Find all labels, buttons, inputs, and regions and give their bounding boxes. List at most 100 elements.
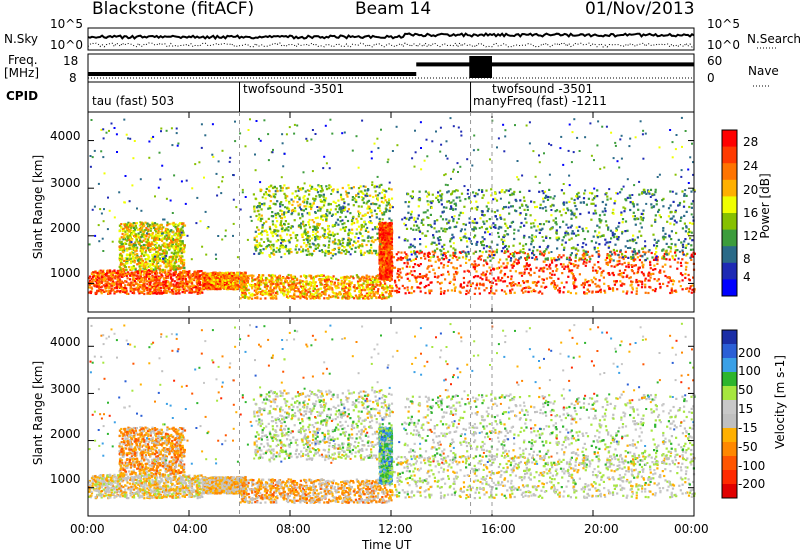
power-cell bbox=[138, 239, 142, 242]
velocity-cell bbox=[122, 447, 125, 450]
velocity-cell bbox=[225, 487, 228, 490]
power-cell bbox=[107, 274, 110, 277]
velocity-cell bbox=[118, 462, 121, 465]
velocity-cell bbox=[133, 450, 136, 453]
power-cell bbox=[136, 263, 139, 266]
velocity-cell bbox=[157, 431, 160, 434]
velocity-cell bbox=[154, 470, 157, 474]
velocity-cell bbox=[113, 487, 116, 490]
velocity-cell bbox=[140, 474, 143, 477]
velocity-cell bbox=[120, 480, 123, 483]
power-cell bbox=[132, 226, 136, 229]
velocity-cell bbox=[163, 466, 166, 469]
velocity-cell bbox=[101, 479, 104, 482]
velocity-cell bbox=[133, 436, 136, 439]
power-cell bbox=[157, 247, 160, 250]
power-cell bbox=[127, 221, 130, 224]
velocity-cell bbox=[140, 431, 143, 435]
velocity-cell bbox=[105, 482, 108, 485]
velocity-cell bbox=[111, 479, 114, 483]
velocity-cell bbox=[151, 441, 154, 444]
power-cell bbox=[154, 237, 157, 240]
power-cell bbox=[161, 255, 164, 259]
power-cell bbox=[169, 281, 173, 285]
velocity-cell bbox=[94, 489, 97, 492]
velocity-cell bbox=[120, 459, 123, 462]
velocity-cell bbox=[183, 449, 186, 452]
velocity-cell bbox=[156, 455, 160, 458]
power-cell bbox=[168, 247, 171, 250]
velocity-cell bbox=[174, 447, 178, 451]
velocity-cell bbox=[147, 446, 150, 449]
power-cell bbox=[136, 254, 139, 257]
power-cell bbox=[145, 286, 148, 289]
power-cell bbox=[134, 222, 137, 225]
velocity-cell bbox=[178, 432, 181, 435]
velocity-cell bbox=[121, 490, 124, 494]
power-cell bbox=[163, 255, 166, 258]
velocity-cell bbox=[101, 489, 104, 493]
power-cell bbox=[147, 277, 151, 280]
power-cell bbox=[118, 283, 121, 286]
power-cell bbox=[183, 250, 186, 253]
power-cell bbox=[198, 286, 201, 289]
velocity-cell bbox=[235, 482, 238, 485]
velocity-cell bbox=[88, 490, 91, 493]
power-cell bbox=[130, 243, 133, 246]
power-cell bbox=[126, 239, 129, 242]
velocity-cell bbox=[155, 467, 158, 470]
velocity-cell bbox=[176, 496, 179, 499]
velocity-cell bbox=[165, 457, 168, 460]
velocity-cell bbox=[153, 486, 156, 489]
power-cell bbox=[196, 277, 199, 280]
velocity-cell bbox=[124, 476, 127, 480]
velocity-cell bbox=[119, 478, 122, 481]
velocity-cell bbox=[149, 474, 152, 477]
power-cell bbox=[159, 245, 162, 249]
velocity-cell bbox=[171, 463, 174, 466]
velocity-cell bbox=[174, 463, 177, 466]
velocity-cell bbox=[134, 429, 137, 432]
velocity-cell bbox=[178, 435, 182, 438]
velocity-cell bbox=[143, 487, 146, 490]
power-cell bbox=[155, 265, 158, 268]
power-cell bbox=[181, 223, 184, 226]
velocity-cell bbox=[147, 440, 151, 444]
velocity-cell bbox=[114, 481, 117, 484]
power-cell bbox=[147, 239, 150, 242]
velocity-cell bbox=[177, 480, 180, 483]
velocity-cell bbox=[143, 494, 146, 497]
velocity-cell bbox=[233, 486, 236, 489]
velocity-cell bbox=[156, 488, 159, 492]
power-cell bbox=[191, 278, 194, 281]
velocity-cell bbox=[176, 452, 179, 455]
power-cell bbox=[137, 232, 140, 235]
power-cell bbox=[182, 289, 185, 292]
power-cell bbox=[146, 222, 149, 225]
power-cell bbox=[111, 288, 114, 291]
velocity-cell bbox=[151, 482, 154, 485]
velocity-cell bbox=[156, 458, 159, 462]
velocity-cell bbox=[127, 434, 131, 437]
velocity-cell bbox=[111, 478, 114, 481]
power-cell bbox=[234, 280, 237, 283]
velocity-cell bbox=[129, 429, 132, 432]
velocity-cell bbox=[155, 483, 158, 486]
velocity-cell bbox=[177, 494, 180, 497]
velocity-cell bbox=[175, 441, 178, 444]
velocity-cell bbox=[158, 429, 162, 432]
power-cell bbox=[180, 272, 183, 275]
velocity-cell bbox=[181, 481, 184, 484]
velocity-cell bbox=[131, 476, 134, 479]
velocity-cell bbox=[93, 479, 96, 482]
power-cell bbox=[105, 273, 108, 276]
power-cell bbox=[122, 264, 125, 267]
power-cell bbox=[133, 231, 136, 234]
velocity-cell bbox=[118, 482, 121, 485]
power-cell bbox=[139, 249, 142, 252]
velocity-cell bbox=[183, 495, 186, 498]
power-cell bbox=[154, 230, 158, 233]
velocity-cell bbox=[120, 450, 123, 453]
velocity-cell bbox=[131, 485, 134, 488]
power-cell bbox=[166, 259, 170, 262]
